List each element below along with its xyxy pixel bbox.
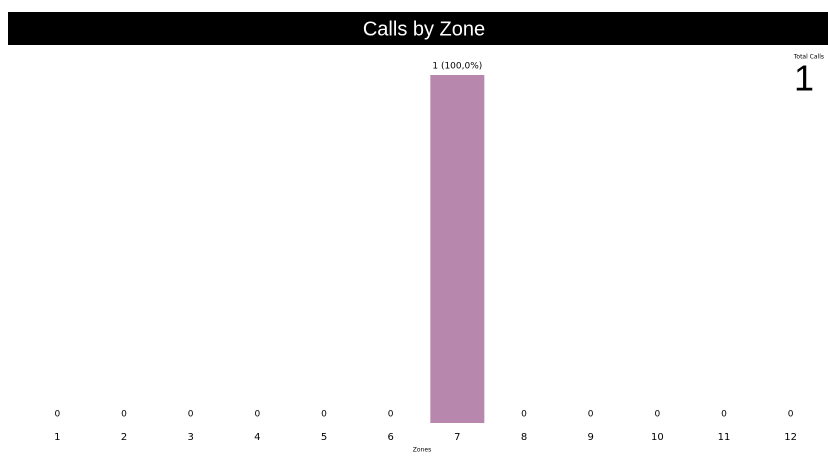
value-label: 0 <box>121 410 127 420</box>
value-label: 0 <box>54 410 60 420</box>
value-label: 0 <box>588 410 594 420</box>
x-tick-label: 4 <box>254 432 260 443</box>
value-label: 0 <box>721 410 727 420</box>
x-tick-label: 7 <box>454 432 460 443</box>
x-tick-label: 6 <box>387 432 393 443</box>
chart-title: Calls by Zone <box>363 18 485 40</box>
x-tick-label: 11 <box>718 432 731 443</box>
x-tick-label: 1 <box>54 432 60 443</box>
value-label: 0 <box>321 410 327 420</box>
value-label: 0 <box>521 410 527 420</box>
x-tick-label: 5 <box>321 432 327 443</box>
x-tick-label: 2 <box>121 432 127 443</box>
x-tick-label: 3 <box>187 432 193 443</box>
value-label: 0 <box>654 410 660 420</box>
value-label: 0 <box>788 410 794 420</box>
total-value: 1 <box>794 58 814 99</box>
value-label: 0 <box>388 410 394 420</box>
value-label: 1 (100,0%) <box>432 62 482 72</box>
x-tick-label: 10 <box>651 432 664 443</box>
x-tick-label: 12 <box>784 432 797 443</box>
x-axis-label: Zones <box>413 447 431 454</box>
title-bar <box>8 12 828 45</box>
x-tick-label: 9 <box>587 432 593 443</box>
value-label: 0 <box>188 410 194 420</box>
bar <box>430 75 485 423</box>
x-tick-label: 8 <box>521 432 527 443</box>
total-label: Total Calls <box>793 54 824 61</box>
value-label: 0 <box>254 410 260 420</box>
